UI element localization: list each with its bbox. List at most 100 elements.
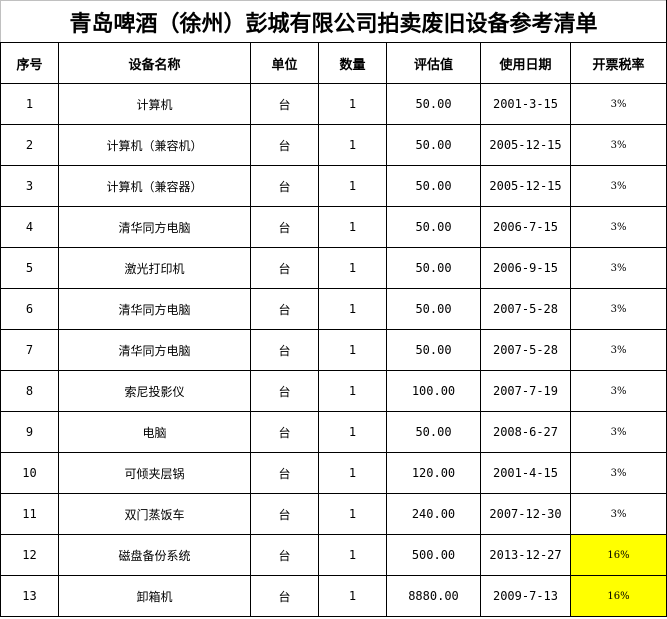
cell-qty[interactable]: 1 [318,370,387,412]
cell-qty[interactable]: 1 [318,288,387,330]
cell-value[interactable]: 50.00 [386,247,481,289]
cell-unit[interactable]: 台 [250,288,319,330]
cell-rate[interactable]: 3% [569,165,667,207]
cell-qty[interactable]: 1 [318,165,387,207]
cell-qty[interactable]: 1 [318,452,387,494]
header-name[interactable]: 设备名称 [58,42,251,84]
cell-rate[interactable]: 3% [569,124,667,166]
cell-date[interactable]: 2007-7-19 [480,370,571,412]
cell-rate[interactable]: 3% [569,247,667,289]
cell-unit[interactable]: 台 [250,411,319,453]
cell-name[interactable]: 清华同方电脑 [58,206,251,248]
cell-value[interactable]: 240.00 [386,493,481,535]
cell-qty[interactable]: 1 [318,493,387,535]
cell-rate[interactable]: 3% [569,329,667,371]
cell-qty[interactable]: 1 [318,329,387,371]
cell-no[interactable]: 13 [0,575,59,617]
cell-value[interactable]: 50.00 [386,165,481,207]
cell-unit[interactable]: 台 [250,370,319,412]
cell-value[interactable]: 50.00 [386,411,481,453]
cell-date[interactable]: 2007-5-28 [480,288,571,330]
cell-no[interactable]: 1 [0,83,59,125]
cell-no[interactable]: 7 [0,329,59,371]
cell-rate[interactable]: 3% [569,452,667,494]
cell-value[interactable]: 8880.00 [386,575,481,617]
cell-unit[interactable]: 台 [250,247,319,289]
cell-unit[interactable]: 台 [250,575,319,617]
header-value[interactable]: 评估值 [386,42,481,84]
cell-date[interactable]: 2005-12-15 [480,165,571,207]
cell-name[interactable]: 计算机（兼容机） [58,124,251,166]
cell-value[interactable]: 50.00 [386,124,481,166]
cell-name[interactable]: 双门蒸饭车 [58,493,251,535]
cell-no[interactable]: 8 [0,370,59,412]
cell-date[interactable]: 2007-5-28 [480,329,571,371]
cell-date[interactable]: 2013-12-27 [480,534,571,576]
cell-value[interactable]: 500.00 [386,534,481,576]
cell-qty[interactable]: 1 [318,411,387,453]
cell-name[interactable]: 清华同方电脑 [58,288,251,330]
cell-rate[interactable]: 3% [569,83,667,125]
cell-unit[interactable]: 台 [250,124,319,166]
cell-value[interactable]: 100.00 [386,370,481,412]
cell-date[interactable]: 2001-4-15 [480,452,571,494]
cell-no[interactable]: 6 [0,288,59,330]
cell-qty[interactable]: 1 [318,575,387,617]
cell-qty[interactable]: 1 [318,124,387,166]
cell-rate[interactable]: 16% [569,575,667,617]
cell-rate[interactable]: 3% [569,288,667,330]
cell-unit[interactable]: 台 [250,206,319,248]
cell-unit[interactable]: 台 [250,452,319,494]
cell-value[interactable]: 50.00 [386,83,481,125]
cell-qty[interactable]: 1 [318,247,387,289]
cell-name[interactable]: 计算机 [58,83,251,125]
cell-qty[interactable]: 1 [318,83,387,125]
cell-name[interactable]: 可倾夹层锅 [58,452,251,494]
cell-no[interactable]: 9 [0,411,59,453]
cell-unit[interactable]: 台 [250,165,319,207]
header-unit[interactable]: 单位 [250,42,319,84]
cell-date[interactable]: 2007-12-30 [480,493,571,535]
sheet-title[interactable]: 青岛啤酒（徐州）彭城有限公司拍卖废旧设备参考清单 [0,0,667,43]
cell-date[interactable]: 2001-3-15 [480,83,571,125]
header-date[interactable]: 使用日期 [480,42,571,84]
cell-qty[interactable]: 1 [318,206,387,248]
cell-rate[interactable]: 3% [569,206,667,248]
cell-date[interactable]: 2006-9-15 [480,247,571,289]
cell-unit[interactable]: 台 [250,534,319,576]
table-row: 7 清华同方电脑台 1 50.00 2007-5-28 3% [0,329,667,371]
cell-date[interactable]: 2005-12-15 [480,124,571,166]
cell-name[interactable]: 激光打印机 [58,247,251,289]
cell-no[interactable]: 10 [0,452,59,494]
cell-no[interactable]: 3 [0,165,59,207]
cell-name[interactable]: 计算机（兼容器） [58,165,251,207]
cell-no[interactable]: 11 [0,493,59,535]
cell-name[interactable]: 卸箱机 [58,575,251,617]
cell-unit[interactable]: 台 [250,83,319,125]
cell-unit[interactable]: 台 [250,493,319,535]
cell-value[interactable]: 50.00 [386,288,481,330]
cell-rate[interactable]: 3% [569,411,667,453]
cell-rate[interactable]: 3% [569,493,667,535]
cell-no[interactable]: 2 [0,124,59,166]
cell-name[interactable]: 清华同方电脑 [58,329,251,371]
cell-qty[interactable]: 1 [318,534,387,576]
cell-date[interactable]: 2008-6-27 [480,411,571,453]
cell-value[interactable]: 50.00 [386,206,481,248]
header-no[interactable]: 序号 [0,42,59,84]
cell-value[interactable]: 50.00 [386,329,481,371]
cell-rate[interactable]: 3% [569,370,667,412]
cell-no[interactable]: 12 [0,534,59,576]
cell-name[interactable]: 索尼投影仪 [58,370,251,412]
cell-name[interactable]: 电脑 [58,411,251,453]
header-rate[interactable]: 开票税率 [569,42,667,84]
cell-unit[interactable]: 台 [250,329,319,371]
cell-rate[interactable]: 16% [569,534,667,576]
cell-no[interactable]: 4 [0,206,59,248]
cell-date[interactable]: 2009-7-13 [480,575,571,617]
cell-name[interactable]: 磁盘备份系统 [58,534,251,576]
cell-date[interactable]: 2006-7-15 [480,206,571,248]
cell-value[interactable]: 120.00 [386,452,481,494]
cell-no[interactable]: 5 [0,247,59,289]
header-qty[interactable]: 数量 [318,42,387,84]
